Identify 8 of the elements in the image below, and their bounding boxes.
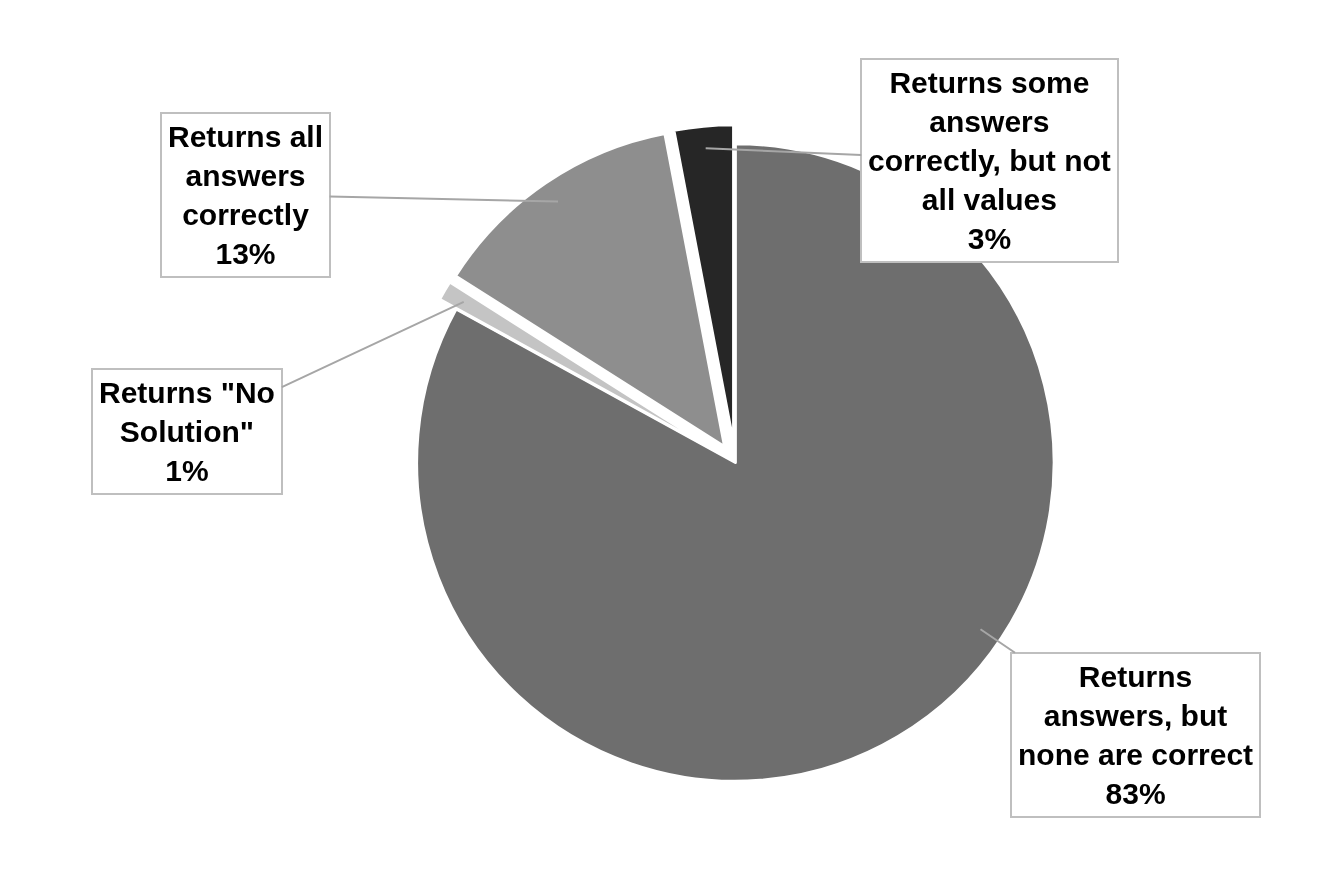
data-label: 1% [165,454,209,487]
data-label: 13% [215,237,276,270]
slice-label: Returns some answers correctly, but not all values [868,66,1111,216]
slice-label: Returns answers, but none are correct [1018,660,1254,771]
data-label: 83% [1105,777,1166,810]
data-label: 3% [967,222,1012,255]
slice-label: Returns "No Solution" [99,376,275,448]
slice-label: Returns all answers correctly [168,120,324,231]
